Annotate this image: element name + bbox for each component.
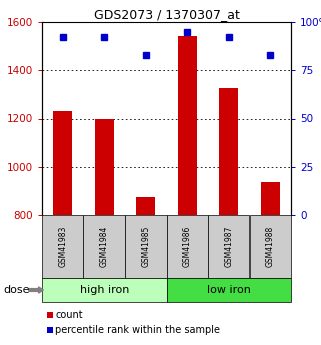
- Bar: [95, 118, 114, 215]
- Text: GSM41987: GSM41987: [224, 226, 233, 267]
- Bar: [136, 197, 155, 215]
- Text: dose: dose: [3, 285, 30, 295]
- Text: high iron: high iron: [80, 285, 129, 295]
- Bar: [261, 183, 280, 215]
- Text: low iron: low iron: [207, 285, 251, 295]
- Bar: [178, 37, 196, 215]
- Text: percentile rank within the sample: percentile rank within the sample: [55, 325, 220, 335]
- Text: count: count: [55, 310, 82, 320]
- Bar: [220, 88, 238, 215]
- Bar: [53, 111, 72, 215]
- Text: GSM41984: GSM41984: [100, 226, 109, 267]
- Text: GSM41985: GSM41985: [141, 226, 150, 267]
- Text: GSM41988: GSM41988: [266, 226, 275, 267]
- Text: GSM41983: GSM41983: [58, 226, 67, 267]
- Text: GSM41986: GSM41986: [183, 226, 192, 267]
- Title: GDS2073 / 1370307_at: GDS2073 / 1370307_at: [93, 8, 239, 21]
